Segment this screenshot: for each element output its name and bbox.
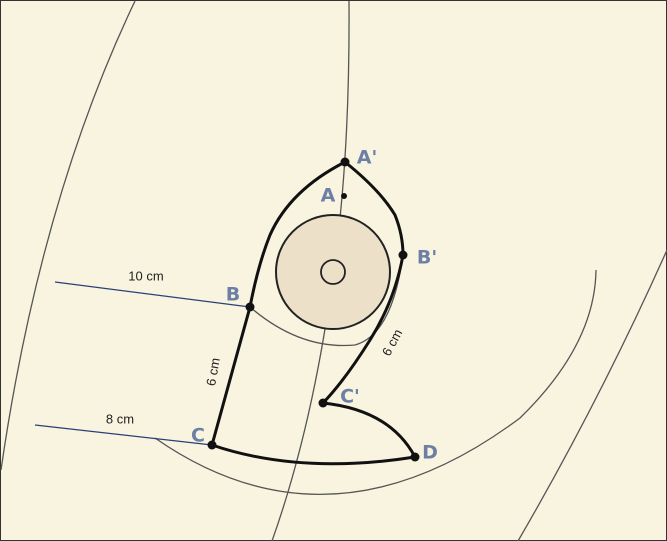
point <box>411 453 420 462</box>
point <box>399 251 408 260</box>
point <box>319 399 328 408</box>
point-label: A' <box>357 147 378 169</box>
point <box>208 441 217 450</box>
point <box>341 158 350 167</box>
point <box>341 193 347 199</box>
point-label: C' <box>340 386 360 408</box>
measurement: 10 cm <box>128 268 163 283</box>
point-label: D <box>422 442 438 464</box>
measurement: 8 cm <box>106 411 134 426</box>
point-label: A <box>321 185 336 207</box>
point-label: B <box>226 284 240 306</box>
point-label: B' <box>417 247 437 269</box>
diagram: A' A B' B C' C D 10 cm 8 cm 6 cm 6 cm <box>0 0 667 541</box>
point <box>246 303 255 312</box>
areola <box>276 215 390 329</box>
point-label: C <box>191 425 205 447</box>
